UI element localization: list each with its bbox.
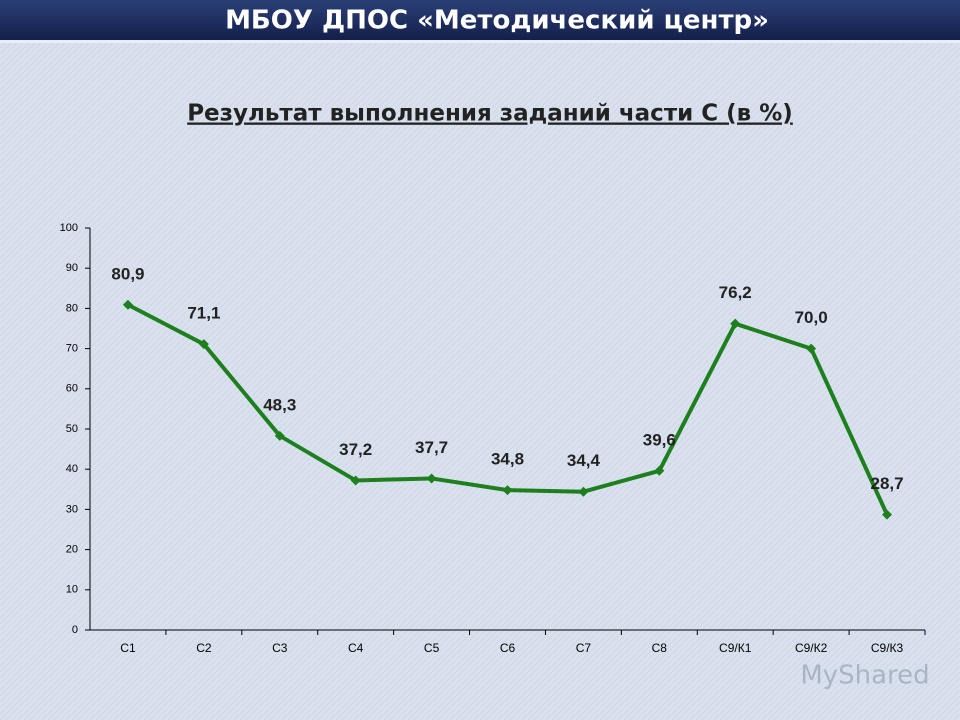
y-tick-label: 70 xyxy=(66,343,78,355)
point xyxy=(806,343,817,354)
point xyxy=(502,485,513,496)
data-label: 48,3 xyxy=(263,395,296,414)
x-tick-label: С3 xyxy=(272,641,288,655)
data-label: 70,0 xyxy=(795,308,828,327)
y-tick-label: 40 xyxy=(66,463,78,475)
data-label: 37,7 xyxy=(415,438,448,457)
x-tick-label: С2 xyxy=(196,641,212,655)
x-tick-label: С9/К2 xyxy=(795,641,828,655)
point xyxy=(426,473,437,484)
y-tick-label: 0 xyxy=(72,624,78,636)
header-rule xyxy=(0,40,960,43)
x-tick-label: С5 xyxy=(424,641,440,655)
y-tick-label: 20 xyxy=(66,544,78,556)
point xyxy=(882,509,893,520)
y-tick-label: 30 xyxy=(66,503,78,515)
data-label: 39,6 xyxy=(643,430,676,449)
y-tick-label: 80 xyxy=(66,302,78,314)
data-label: 80,9 xyxy=(111,264,144,283)
data-label: 76,2 xyxy=(719,283,752,302)
x-tick-label: С4 xyxy=(348,641,364,655)
point xyxy=(654,465,665,476)
data-label: 34,8 xyxy=(491,450,524,469)
x-tick-label: С1 xyxy=(120,641,136,655)
data-label: 34,4 xyxy=(567,451,601,470)
point xyxy=(578,486,589,497)
x-tick-label: С8 xyxy=(652,641,668,655)
x-tick-label: С9/К1 xyxy=(719,641,752,655)
data-label: 71,1 xyxy=(187,304,220,323)
x-tick-label: С9/К3 xyxy=(871,641,904,655)
point xyxy=(730,318,741,329)
watermark: MyShared xyxy=(800,661,929,691)
point xyxy=(274,430,285,441)
data-label: 37,2 xyxy=(339,440,372,459)
point xyxy=(122,299,133,310)
x-tick-label: С6 xyxy=(500,641,516,655)
y-tick-label: 60 xyxy=(66,383,78,395)
header-bar xyxy=(0,0,960,40)
data-label: 28,7 xyxy=(870,474,903,493)
chart-title: Результат выполнения заданий части С (в … xyxy=(187,101,793,127)
y-tick-label: 100 xyxy=(60,222,78,234)
y-tick-label: 10 xyxy=(66,584,78,596)
y-tick-label: 50 xyxy=(66,423,78,435)
x-tick-label: С7 xyxy=(576,641,592,655)
y-tick-label: 90 xyxy=(66,262,78,274)
point xyxy=(198,339,209,350)
header-title: МБОУ ДПОС «Методический центр» xyxy=(225,6,769,36)
point xyxy=(350,475,361,486)
